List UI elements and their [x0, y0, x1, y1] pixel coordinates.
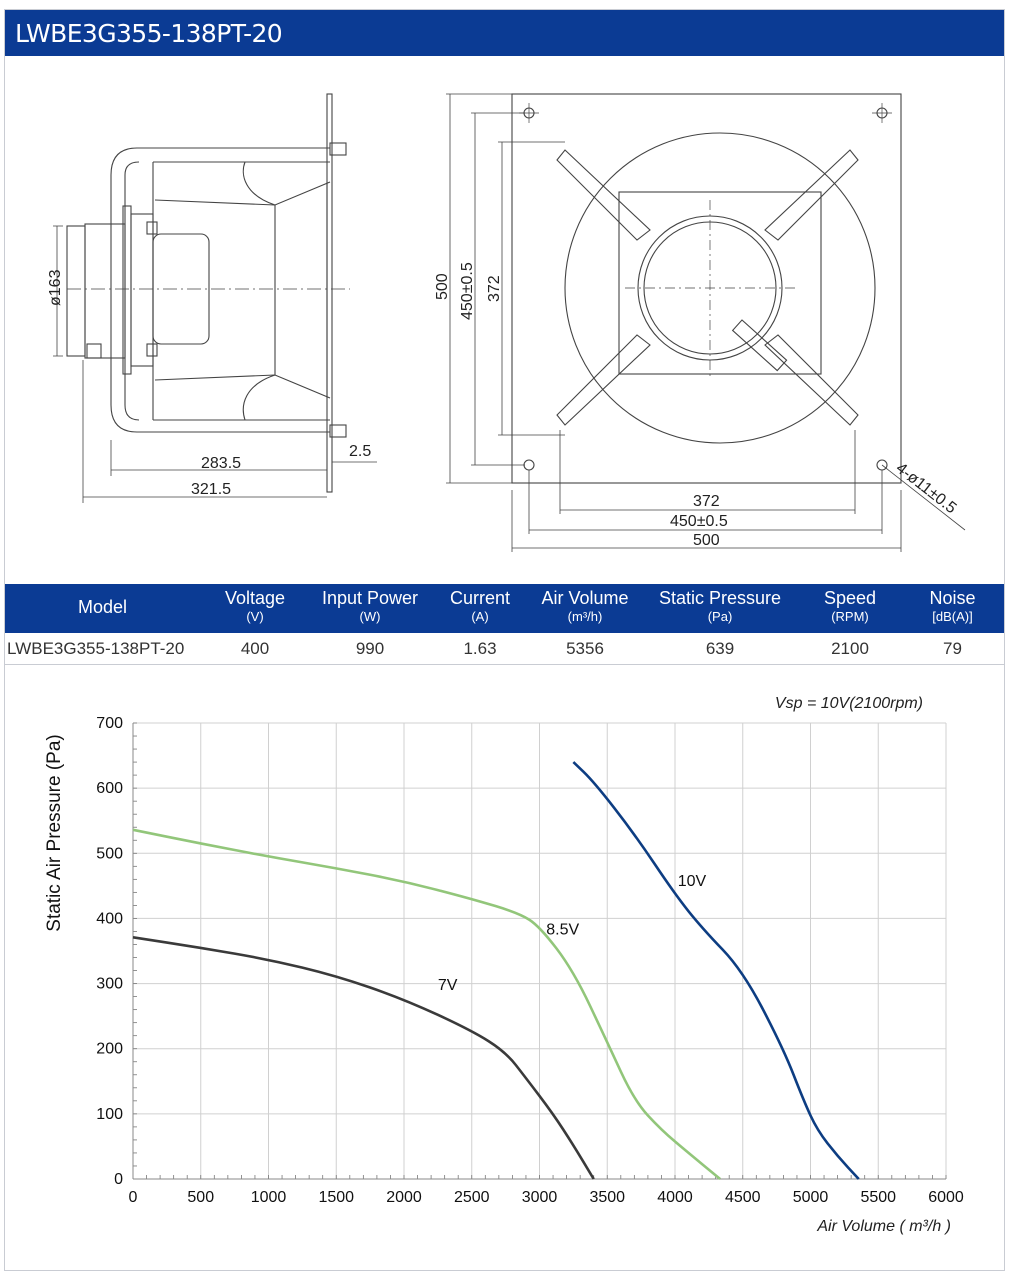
dim-321: 321.5 [191, 481, 231, 498]
x-tick-label: 2500 [454, 1189, 490, 1206]
y-axis-label: Static Air Pressure (Pa) [44, 734, 65, 931]
performance-chart: 0 500 1000 1500 2000 2500 3000 3500 4000 4500 5000… [5, 665, 1004, 1265]
cell-speed: 2100 [831, 639, 869, 658]
x-axis-label: Air Volume ( m³/h ) [816, 1218, 951, 1235]
y-tick-label: 200 [96, 1041, 123, 1058]
dim-w372: 372 [693, 493, 720, 510]
drawing-svg: ø163 283.5 321.5 2.5 500 450±0.5 372 372… [47, 93, 966, 552]
header-current: Current (A) [449, 588, 511, 624]
cell-current: 1.63 [463, 639, 497, 658]
page-frame [4, 9, 1005, 1271]
series-label: 7V [438, 977, 458, 994]
dim-283: 283.5 [201, 455, 241, 472]
title-bar: LWBE3G355-138PT-20 [5, 10, 1004, 56]
y-tick-label: 0 [114, 1171, 123, 1188]
dim-holes: 4-ø11±0.5 [893, 460, 960, 518]
header-model: Model [77, 597, 128, 617]
y-tick-label: 400 [96, 910, 123, 927]
x-tick-label: 2000 [386, 1189, 422, 1206]
header-air-volume: Air Volume (m³/h) [541, 588, 629, 624]
x-tick-label: 1000 [251, 1189, 287, 1206]
y-tick-label: 300 [96, 976, 123, 993]
x-tick-label: 4500 [725, 1189, 761, 1206]
spec-table-row: LWBE3G355-138PT-20 400 990 1.63 5356 639… [5, 633, 1004, 665]
cell-air-volume: 5356 [566, 639, 604, 658]
header-static-pressure: Static Pressure (Pa) [658, 588, 782, 624]
header-voltage: Voltage (V) [224, 588, 286, 624]
dim-h500: 500 [434, 273, 451, 300]
dim-h372: 372 [486, 275, 503, 302]
x-tick-label: 1500 [318, 1189, 354, 1206]
page-title: LWBE3G355-138PT-20 [15, 19, 283, 48]
technical-drawing: ø163 283.5 321.5 2.5 500 450±0.5 372 372… [5, 56, 1004, 584]
y-tick-label: 600 [96, 780, 123, 797]
x-tick-label: 4000 [657, 1189, 693, 1206]
dim-w500: 500 [693, 532, 720, 549]
spec-table-header: Model Voltage (V) Input Power (W) Current(… [5, 584, 1004, 633]
header-noise: Noise [dB(A)] [929, 588, 976, 624]
x-tick-label: 5000 [793, 1189, 829, 1206]
series-line-7V [132, 936, 595, 1180]
series-label: 10V [678, 873, 707, 890]
front-view [446, 93, 966, 552]
series-line-10V [572, 761, 860, 1180]
dim-h450: 450±0.5 [459, 262, 476, 320]
cell-voltage: 400 [240, 639, 270, 658]
chart-annotation: Vsp = 10V(2100rpm) [775, 695, 923, 712]
x-tick-label: 3000 [522, 1189, 558, 1206]
y-tick-label: 700 [96, 715, 123, 732]
header-speed: Speed (RPM) [823, 588, 877, 624]
x-tick-label: 6000 [928, 1189, 964, 1206]
chart-svg: 0 500 1000 1500 2000 2500 3000 3500 4000 4500 5000… [44, 695, 964, 1235]
header-input-power: Input Power (W) [321, 588, 419, 624]
x-tick-label: 3500 [589, 1189, 625, 1206]
cell-input-power: 990 [355, 639, 385, 658]
dim-2-5: 2.5 [349, 443, 371, 460]
side-view [53, 93, 377, 503]
cell-static-pressure: 639 [705, 639, 735, 658]
y-tick-label: 100 [96, 1106, 123, 1123]
x-tick-label: 500 [187, 1189, 214, 1206]
x-tick-label: 0 [129, 1189, 138, 1206]
cell-model: LWBE3G355-138PT-20 [7, 639, 185, 658]
series-line-8.5V [132, 828, 721, 1181]
series-label: 8.5V [546, 922, 579, 939]
dim-diameter: ø163 [47, 269, 64, 306]
x-tick-label: 5500 [860, 1189, 896, 1206]
y-tick-label: 500 [96, 845, 123, 862]
cell-noise: 79 [943, 639, 962, 658]
dim-w450: 450±0.5 [670, 513, 728, 530]
